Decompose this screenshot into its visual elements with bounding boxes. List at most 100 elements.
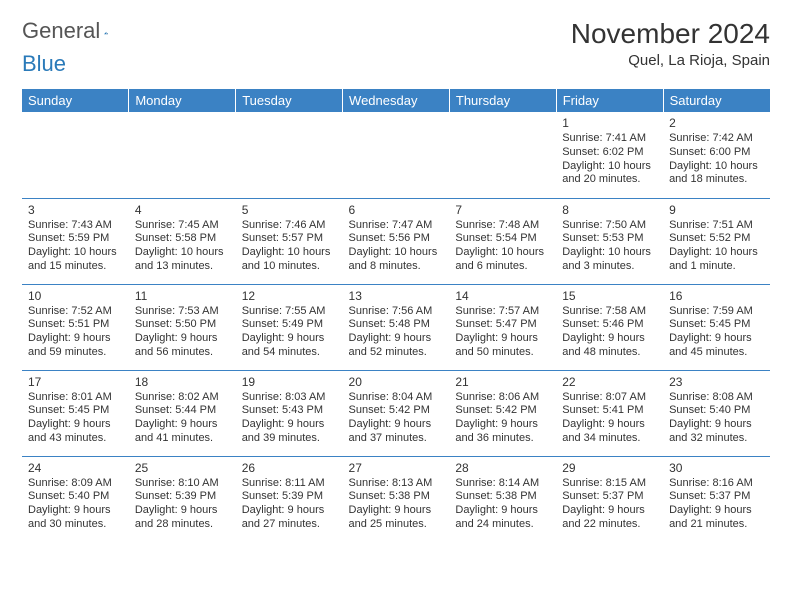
sunrise-text: Sunrise: 7:59 AM <box>669 305 764 319</box>
day-number: 10 <box>28 289 123 303</box>
calendar-row: 10Sunrise: 7:52 AMSunset: 5:51 PMDayligh… <box>22 284 770 370</box>
day-number: 17 <box>28 375 123 389</box>
sunset-text: Sunset: 5:46 PM <box>562 318 657 332</box>
calendar-cell: 30Sunrise: 8:16 AMSunset: 5:37 PMDayligh… <box>663 456 770 542</box>
day-number: 1 <box>562 116 657 130</box>
day-number: 24 <box>28 461 123 475</box>
sunrise-text: Sunrise: 8:14 AM <box>455 477 550 491</box>
sunrise-text: Sunrise: 8:13 AM <box>349 477 444 491</box>
sunrise-text: Sunrise: 8:09 AM <box>28 477 123 491</box>
weekday-header: Thursday <box>449 89 556 112</box>
calendar-cell: 25Sunrise: 8:10 AMSunset: 5:39 PMDayligh… <box>129 456 236 542</box>
sunset-text: Sunset: 5:47 PM <box>455 318 550 332</box>
sunset-text: Sunset: 6:02 PM <box>562 146 657 160</box>
sunset-text: Sunset: 5:41 PM <box>562 404 657 418</box>
calendar-body: 1 Sunrise: 7:41 AMSunset: 6:02 PM Daylight… <box>22 112 770 542</box>
day-number: 5 <box>242 203 337 217</box>
daylight-text: Daylight: 9 hours and 22 minutes. <box>562 504 657 532</box>
day-number: 3 <box>28 203 123 217</box>
calendar-cell: 11 Sunrise: 7:53 AMSunset: 5:50 PMDayligh… <box>129 284 236 370</box>
calendar-page: General November 2024 Quel, La Rioja, Sp… <box>0 0 792 552</box>
calendar-cell: 19 Sunrise: 8:03 AMSunset: 5:43 PMDayligh… <box>236 370 343 456</box>
sunset-text: Sunset: 5:42 PM <box>455 404 550 418</box>
sunrise-text: Sunrise: 8:03 AM <box>242 391 337 405</box>
sunrise-text: Sunrise: 8:16 AM <box>669 477 764 491</box>
calendar-cell <box>236 112 343 198</box>
sunset-text: Sunset: 5:52 PM <box>669 232 764 246</box>
calendar-cell: 26Sunrise: 8:11 AMSunset: 5:39 PMDayligh… <box>236 456 343 542</box>
sunrise-text: Sunrise: 8:07 AM <box>562 391 657 405</box>
logo-word-blue: Blue <box>22 51 66 76</box>
sunrise-text: Sunrise: 8:01 AM <box>28 391 123 405</box>
sunset-text: Sunset: 5:43 PM <box>242 404 337 418</box>
calendar-cell: 13Sunrise: 7:56 AMSunset: 5:48 PMDayligh… <box>343 284 450 370</box>
sunset-text: Sunset: 5:37 PM <box>669 490 764 504</box>
sunset-text: Sunset: 5:44 PM <box>135 404 230 418</box>
sunset-text: Sunset: 5:40 PM <box>28 490 123 504</box>
sunrise-text: Sunrise: 7:55 AM <box>242 305 337 319</box>
sunset-text: Sunset: 5:37 PM <box>562 490 657 504</box>
sunset-text: Sunset: 5:45 PM <box>28 404 123 418</box>
day-number: 15 <box>562 289 657 303</box>
sunrise-text: Sunrise: 7:41 AM <box>562 132 657 146</box>
calendar-cell: 6Sunrise: 7:47 AMSunset: 5:56 PMDaylight… <box>343 198 450 284</box>
sunset-text: Sunset: 5:57 PM <box>242 232 337 246</box>
sunrise-text: Sunrise: 7:53 AM <box>135 305 230 319</box>
calendar-cell: 17Sunrise: 8:01 AMSunset: 5:45 PMDayligh… <box>22 370 129 456</box>
day-number: 23 <box>669 375 764 389</box>
daylight-text: Daylight: 9 hours and 50 minutes. <box>455 332 550 360</box>
sunrise-text: Sunrise: 7:52 AM <box>28 305 123 319</box>
daylight-text: Daylight: 9 hours and 27 minutes. <box>242 504 337 532</box>
day-number: 19 <box>242 375 337 389</box>
calendar-cell: 21Sunrise: 8:06 AMSunset: 5:42 PMDayligh… <box>449 370 556 456</box>
sunrise-text: Sunrise: 7:48 AM <box>455 219 550 233</box>
sunrise-text: Sunrise: 7:51 AM <box>669 219 764 233</box>
day-number: 6 <box>349 203 444 217</box>
sunrise-text: Sunrise: 7:45 AM <box>135 219 230 233</box>
sunrise-text: Sunrise: 8:02 AM <box>135 391 230 405</box>
sunrise-text: Sunrise: 8:08 AM <box>669 391 764 405</box>
weekday-header: Saturday <box>663 89 770 112</box>
page-title: November 2024 <box>571 18 770 50</box>
calendar-cell: 16Sunrise: 7:59 AMSunset: 5:45 PMDayligh… <box>663 284 770 370</box>
daylight-text: Daylight: 9 hours and 52 minutes. <box>349 332 444 360</box>
daylight-text: Daylight: 9 hours and 59 minutes. <box>28 332 123 360</box>
day-number: 11 <box>135 289 230 303</box>
sunrise-text: Sunrise: 8:15 AM <box>562 477 657 491</box>
daylight-text: Daylight: 9 hours and 24 minutes. <box>455 504 550 532</box>
sunset-text: Sunset: 5:48 PM <box>349 318 444 332</box>
daylight-text: Daylight: 10 hours and 6 minutes. <box>455 246 550 274</box>
day-number: 9 <box>669 203 764 217</box>
calendar-row: 24 Sunrise: 8:09 AMSunset: 5:40 PM Dayligh… <box>22 456 770 542</box>
sunset-text: Sunset: 5:59 PM <box>28 232 123 246</box>
sunset-text: Sunset: 5:38 PM <box>349 490 444 504</box>
sunrise-text: Sunrise: 7:47 AM <box>349 219 444 233</box>
sunset-text: Sunset: 5:39 PM <box>242 490 337 504</box>
day-number: 13 <box>349 289 444 303</box>
weekday-header: Friday <box>556 89 663 112</box>
daylight-text: Daylight: 10 hours and 15 minutes. <box>28 246 123 274</box>
calendar-cell: 12Sunrise: 7:55 AMSunset: 5:49 PMDayligh… <box>236 284 343 370</box>
sunrise-text: Sunrise: 8:10 AM <box>135 477 230 491</box>
daylight-text: Daylight: 9 hours and 54 minutes. <box>242 332 337 360</box>
daylight-text: Daylight: 10 hours and 3 minutes. <box>562 246 657 274</box>
day-number: 20 <box>349 375 444 389</box>
daylight-text: Daylight: 9 hours and 39 minutes. <box>242 418 337 446</box>
daylight-text: Daylight: 9 hours and 34 minutes. <box>562 418 657 446</box>
calendar-cell: 10Sunrise: 7:52 AMSunset: 5:51 PMDayligh… <box>22 284 129 370</box>
calendar-cell: 9 Sunrise: 7:51 AMSunset: 5:52 PMDaylight… <box>663 198 770 284</box>
sunset-text: Sunset: 5:49 PM <box>242 318 337 332</box>
calendar-cell: 23Sunrise: 8:08 AMSunset: 5:40 PMDayligh… <box>663 370 770 456</box>
daylight-text: Daylight: 10 hours and 1 minute. <box>669 246 764 274</box>
calendar-cell <box>129 112 236 198</box>
day-number: 8 <box>562 203 657 217</box>
daylight-text: Daylight: 9 hours and 56 minutes. <box>135 332 230 360</box>
daylight-text: Daylight: 9 hours and 28 minutes. <box>135 504 230 532</box>
sunset-text: Sunset: 5:42 PM <box>349 404 444 418</box>
daylight-text: Daylight: 10 hours and 13 minutes. <box>135 246 230 274</box>
calendar-cell: 15Sunrise: 7:58 AMSunset: 5:46 PMDayligh… <box>556 284 663 370</box>
day-number: 26 <box>242 461 337 475</box>
sunset-text: Sunset: 5:50 PM <box>135 318 230 332</box>
calendar-row: 3Sunrise: 7:43 AMSunset: 5:59 PMDaylight… <box>22 198 770 284</box>
calendar-cell: 20Sunrise: 8:04 AMSunset: 5:42 PMDayligh… <box>343 370 450 456</box>
